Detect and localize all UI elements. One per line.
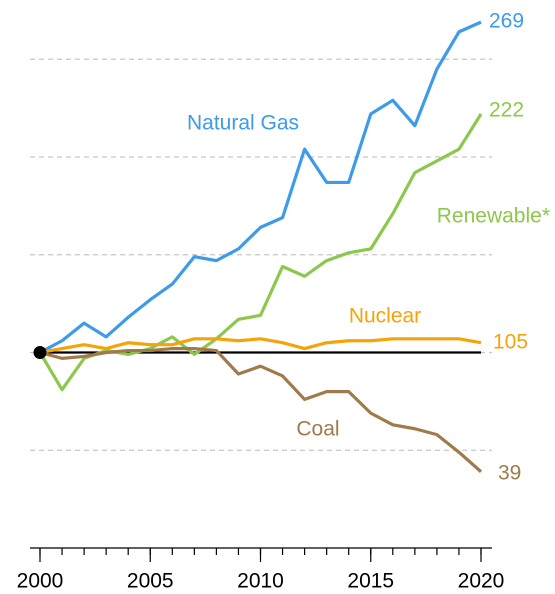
x-tick-label: 2015 — [347, 570, 394, 593]
end-value-label: 105 — [493, 330, 528, 353]
series-label: Natural Gas — [187, 112, 299, 135]
x-tick-label: 2005 — [127, 570, 174, 593]
series-line — [39, 337, 482, 355]
x-tick-label: 2020 — [458, 570, 505, 593]
series-label: Coal — [296, 418, 339, 441]
origin-dot — [33, 346, 47, 359]
end-value-label: 269 — [489, 10, 524, 33]
end-value-label: 222 — [489, 99, 524, 122]
series-label: Renewable* — [437, 205, 550, 228]
x-tick-label: 2010 — [237, 570, 284, 593]
end-value-label: 39 — [498, 461, 521, 484]
series-line — [39, 20, 482, 354]
series-line — [39, 346, 483, 473]
x-tick-label: 2000 — [17, 570, 64, 593]
series-label: Nuclear — [349, 305, 421, 328]
